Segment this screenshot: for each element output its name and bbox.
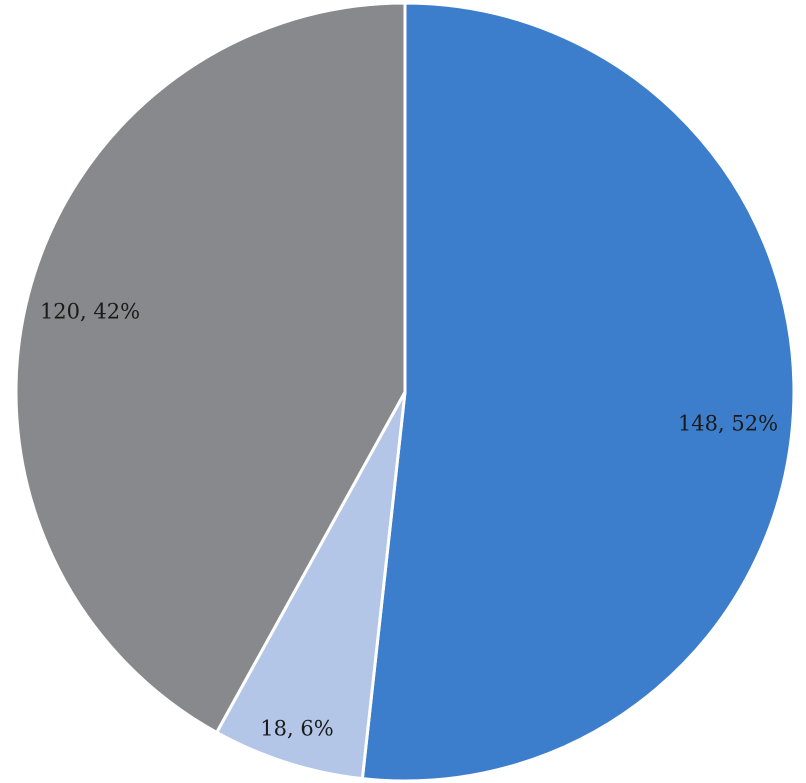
pie-slice-148 [360,1,796,783]
pie-slice-120 [14,1,407,734]
slice-label-120: 120, 42% [40,300,140,324]
pie-labels: 148, 52% 18, 6% 120, 42% [40,300,778,741]
slice-label-148: 148, 52% [678,412,778,436]
pie-slice-18 [215,390,407,781]
slice-label-18: 18, 6% [260,717,333,741]
pie-slices [14,1,796,783]
